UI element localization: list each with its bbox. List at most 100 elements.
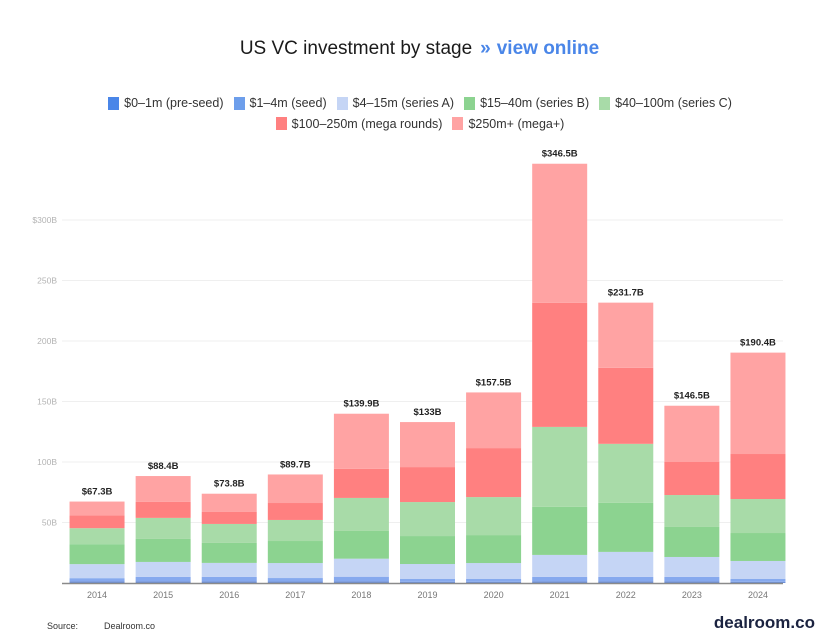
bar-segment [400, 502, 455, 537]
x-tick-label: 2015 [153, 590, 173, 600]
chart-title: US VC investment by stage » view online [0, 38, 839, 60]
y-tick-label: 100B [37, 457, 57, 467]
bar-segment [333, 558, 389, 577]
bar-segment [69, 578, 125, 582]
bar-segment [201, 581, 257, 583]
legend-item[interactable]: $250m+ (mega+) [452, 115, 564, 133]
total-label: $190.4B [740, 338, 776, 349]
x-tick-label: 2019 [417, 590, 437, 600]
bar-segment [267, 563, 323, 579]
legend-label: $4–15m (series A) [352, 96, 455, 110]
legend-item[interactable]: $4–15m (series A) [336, 94, 455, 112]
x-tick-label: 2020 [484, 590, 504, 600]
legend-item[interactable]: $100–250m (mega rounds) [275, 115, 443, 133]
total-label: $133B [414, 407, 442, 418]
x-tick-label: 2022 [616, 590, 636, 600]
legend-swatch [233, 96, 245, 110]
legend-item[interactable]: $0–1m (pre-seed) [108, 94, 224, 112]
bar-segment [532, 426, 588, 507]
legend-swatch [108, 96, 120, 110]
bar-segment [730, 499, 786, 534]
bar-segment [532, 554, 588, 577]
bar-segment [267, 503, 323, 520]
x-tick-label: 2016 [219, 590, 239, 600]
bar-segment [466, 535, 522, 564]
legend-label: $1–4m (seed) [249, 96, 327, 110]
bar-segment [400, 467, 455, 503]
bar-segment [201, 542, 257, 563]
bar-segment [466, 581, 522, 583]
legend-label: $15–40m (series B) [480, 96, 590, 110]
bar-segment [135, 561, 191, 577]
bar-segment [664, 581, 720, 583]
bar-segment [532, 581, 588, 583]
total-label: $231.7B [608, 288, 644, 299]
bar-segment [69, 528, 125, 545]
y-tick-label: 50B [42, 518, 57, 528]
bar-segment [135, 538, 191, 562]
bar-segment [664, 495, 720, 527]
bar-segment [333, 581, 389, 583]
bar-segment [69, 501, 125, 516]
bar-segment [333, 497, 389, 531]
bar-segment [664, 556, 720, 577]
bar-segment [135, 576, 191, 582]
bar-segment [333, 530, 389, 559]
source-label: Source: [47, 621, 79, 631]
bar-segment [69, 564, 125, 579]
y-tick-label: 150B [37, 397, 57, 407]
bar-segment [598, 367, 654, 444]
bar-segment [598, 502, 654, 552]
bar-segment [466, 392, 522, 449]
bar-segment [333, 413, 389, 469]
x-tick-label: 2017 [285, 590, 305, 600]
bar-segment [135, 476, 191, 502]
y-tick-label: $300B [32, 215, 57, 225]
bar-segment [267, 519, 323, 542]
legend-label: $250m+ (mega+) [468, 116, 565, 131]
bar-segment [69, 544, 125, 565]
x-tick-label: 2023 [682, 590, 702, 600]
chart-title-text: US VC investment by stage [239, 38, 473, 59]
bar-segment [400, 581, 455, 583]
source-note: Source: Dealroom.co [47, 621, 155, 631]
bar-segment [664, 462, 720, 496]
bar-segment [664, 405, 720, 462]
bar-segment [135, 517, 191, 539]
bar-segment [400, 536, 455, 565]
bar-segment [598, 551, 654, 577]
bar-segment [333, 576, 389, 582]
legend-item[interactable]: $15–40m (series B) [464, 94, 589, 112]
y-tick-label: 250B [37, 276, 57, 286]
dealroom-logo[interactable]: dealroom.co [713, 613, 815, 632]
bar-segment [69, 515, 125, 529]
legend-label: $100–250m (mega rounds) [291, 116, 443, 131]
legend-item[interactable]: $1–4m (seed) [233, 94, 327, 112]
bar-segment [598, 443, 654, 503]
bar-segment [267, 474, 323, 504]
bar-segment [400, 564, 455, 580]
total-label: $146.5B [674, 391, 710, 402]
source-value: Dealroom.co [104, 621, 156, 631]
bar-segment [400, 579, 455, 582]
legend-item[interactable]: $40–100m (series C) [599, 94, 732, 112]
bar-segment [730, 533, 786, 561]
bar-segment [333, 468, 389, 498]
view-online-link[interactable]: view online [496, 38, 600, 59]
bar-segment [730, 352, 786, 455]
chart-legend: $0–1m (pre-seed) $1–4m (seed) $4–15m (seri… [60, 94, 780, 135]
y-tick-label: 200B [37, 336, 57, 346]
total-label: $73.8B [214, 479, 245, 490]
legend-swatch [464, 96, 476, 110]
bar-segment [201, 511, 257, 524]
bar-segment [466, 497, 522, 536]
legend-swatch [599, 96, 611, 110]
bar-segment [598, 302, 654, 368]
legend-swatch [275, 117, 287, 130]
total-label: $67.3B [82, 487, 113, 498]
x-tick-label: 2018 [351, 590, 371, 600]
bar-segment [201, 562, 257, 577]
bar-segment [201, 576, 257, 582]
bar-segment [466, 579, 522, 582]
